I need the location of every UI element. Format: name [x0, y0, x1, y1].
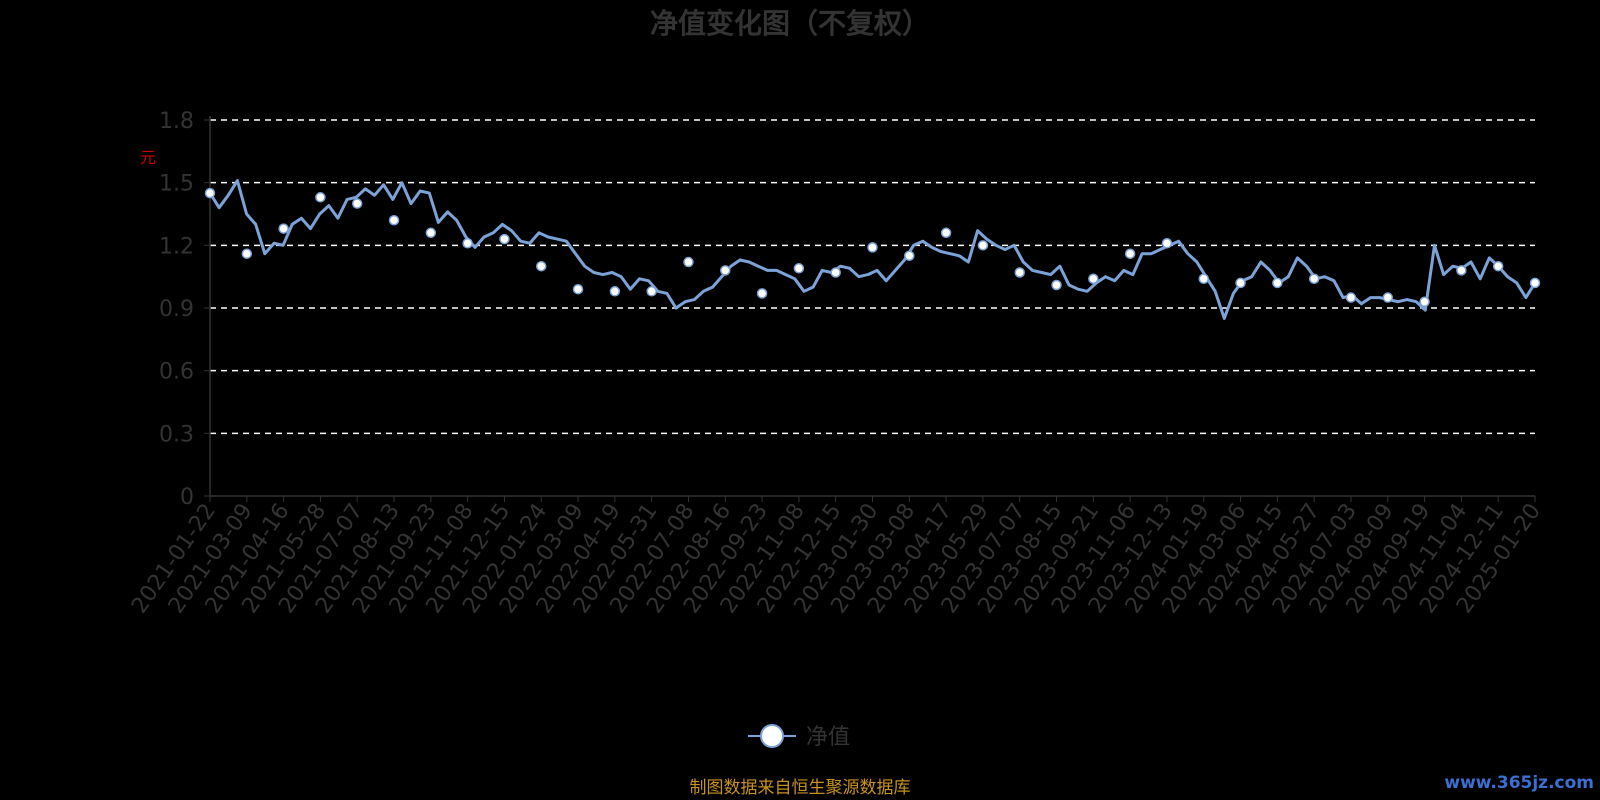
- series-point[interactable]: [1492, 260, 1504, 272]
- y-tick-label: 0.3: [159, 422, 194, 447]
- axes: [209, 116, 1535, 497]
- series-point[interactable]: [756, 288, 768, 299]
- series-point[interactable]: [867, 242, 878, 253]
- y-tick-label: 0.6: [159, 360, 194, 385]
- y-tick-label: 0: [180, 485, 194, 510]
- series-point[interactable]: [1529, 277, 1541, 289]
- legend-marker-icon: [760, 724, 784, 748]
- watermark: www.365jz.com: [1444, 773, 1594, 793]
- y-axis-unit: 元: [140, 148, 156, 167]
- series-point[interactable]: [977, 240, 989, 251]
- series-point[interactable]: [1382, 292, 1394, 303]
- series-point[interactable]: [904, 250, 915, 262]
- series-point[interactable]: [646, 286, 657, 297]
- series-point[interactable]: [1088, 273, 1099, 285]
- series-point[interactable]: [388, 215, 400, 226]
- series-point[interactable]: [572, 283, 584, 295]
- series-point[interactable]: [536, 260, 547, 272]
- legend[interactable]: 净值: [748, 724, 850, 750]
- y-tick-label: 1.2: [159, 234, 194, 259]
- series-nav: [204, 179, 1541, 320]
- series-point[interactable]: [425, 227, 437, 239]
- series-point[interactable]: [1272, 277, 1283, 289]
- y-axis-ticks: 0 0.3 0.6 0.9 1.2 1.5 1.8: [159, 109, 210, 510]
- series-point[interactable]: [609, 286, 621, 297]
- series-point[interactable]: [351, 198, 363, 209]
- y-tick-label: 1.8: [159, 109, 194, 134]
- series-point[interactable]: [683, 256, 694, 268]
- series-point[interactable]: [940, 227, 952, 239]
- series-point[interactable]: [499, 233, 510, 245]
- x-axis-ticks: 2021-01-222021-03-092021-04-162021-05-28…: [127, 496, 1546, 618]
- series-point[interactable]: [1345, 292, 1357, 303]
- series-point[interactable]: [1124, 248, 1136, 259]
- grid-lines: [210, 119, 1535, 435]
- series-point[interactable]: [720, 265, 731, 276]
- legend-label: 净值: [806, 725, 850, 750]
- series-point[interactable]: [1419, 296, 1430, 307]
- series-point[interactable]: [1198, 273, 1209, 285]
- series-point[interactable]: [204, 187, 216, 199]
- series-point[interactable]: [1051, 279, 1062, 291]
- y-tick-label: 1.5: [159, 172, 194, 197]
- series-point[interactable]: [830, 267, 841, 278]
- series-point[interactable]: [1308, 273, 1320, 285]
- y-tick-label: 0.9: [159, 297, 194, 322]
- series-point[interactable]: [241, 248, 253, 259]
- series-point[interactable]: [793, 263, 805, 274]
- series-point[interactable]: [1235, 277, 1246, 289]
- data-source-note: 制图数据来自恒生聚源数据库: [690, 778, 911, 798]
- series-point[interactable]: [462, 237, 473, 249]
- series-point[interactable]: [1014, 267, 1025, 278]
- chart-title: 净值变化图（不复权）: [650, 7, 930, 40]
- series-point[interactable]: [1161, 237, 1173, 249]
- series-point[interactable]: [315, 192, 326, 203]
- series-point[interactable]: [278, 223, 289, 234]
- series-point[interactable]: [1456, 265, 1467, 276]
